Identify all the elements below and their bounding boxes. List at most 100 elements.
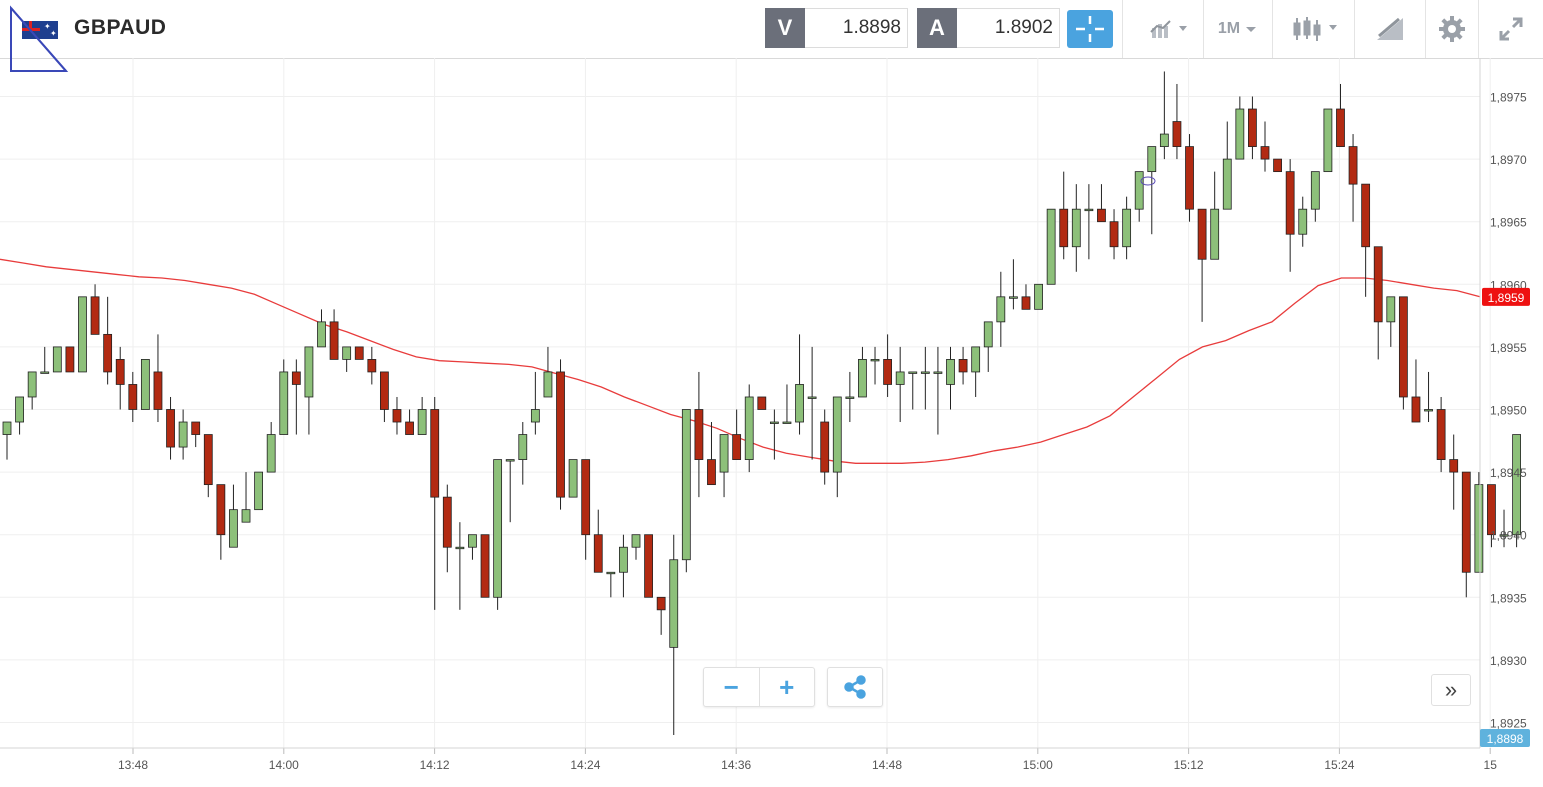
y-tick-label: 1,8950: [1490, 404, 1527, 418]
crosshair-button[interactable]: [1067, 10, 1113, 48]
candle: [103, 296, 113, 385]
candle-body-bear: [820, 421, 830, 473]
candle-body-bull: [933, 371, 943, 374]
candle-body-bear: [1109, 221, 1119, 248]
y-tick-label: 1,8925: [1490, 717, 1527, 731]
candle-body-bear: [1348, 146, 1358, 185]
candle-body-bull: [606, 571, 616, 575]
candle-body-bear: [291, 371, 301, 385]
candle-body-bull: [895, 371, 905, 385]
candle-body-bear: [1021, 296, 1031, 310]
candle-body-bull: [1386, 296, 1396, 323]
bid-label: V: [765, 8, 805, 48]
candle: [820, 409, 830, 485]
candle: [832, 396, 842, 498]
candle: [178, 409, 188, 460]
scroll-to-latest-button[interactable]: »: [1431, 674, 1471, 706]
candle-body-bull: [1122, 208, 1132, 248]
candle-body-bear: [103, 333, 113, 373]
candle: [1461, 471, 1471, 598]
candle-body-bear: [1436, 409, 1446, 460]
drawing-tools-button[interactable]: [1355, 0, 1425, 58]
candle-body-bull: [769, 421, 779, 424]
candle-body-bull: [493, 459, 503, 598]
candle: [216, 484, 226, 560]
ask-value: 1.8902: [957, 8, 1060, 48]
candle-body-bull: [1210, 208, 1220, 260]
candle: [191, 421, 201, 448]
candle-body-bull: [719, 434, 729, 473]
candle: [367, 346, 377, 385]
candle: [782, 384, 792, 424]
candle-body-bear: [1059, 208, 1069, 248]
bid-quote[interactable]: V 1.8898: [765, 8, 908, 48]
candle: [1361, 183, 1371, 297]
symbol-header[interactable]: ✦ ✦ GBPAUD: [0, 0, 300, 72]
candle-body-bear: [392, 409, 402, 423]
candle-body-bear: [757, 396, 767, 410]
candle-body-bull: [1323, 108, 1333, 173]
ma-price-tag-label: 1,8959: [1488, 291, 1525, 305]
candle: [983, 321, 993, 372]
candle-body-bull: [518, 434, 528, 460]
candle: [342, 346, 352, 372]
candle: [1084, 184, 1094, 260]
indicators-button[interactable]: [1123, 0, 1203, 58]
timeframe-selector[interactable]: 1M: [1204, 0, 1272, 58]
chart-type-button[interactable]: [1273, 0, 1353, 58]
candle: [1009, 259, 1018, 310]
symbol-name: GBPAUD: [74, 16, 167, 39]
candle-body-bull: [140, 359, 150, 410]
candle: [1512, 434, 1521, 548]
candle-body-bull: [807, 396, 817, 399]
gear-icon: [1439, 16, 1465, 42]
y-tick-label: 1,8970: [1490, 153, 1527, 167]
candle: [606, 571, 616, 598]
candle-body-bear: [115, 359, 125, 385]
zoom-in-button[interactable]: +: [758, 668, 815, 706]
fullscreen-button[interactable]: [1479, 0, 1543, 58]
candle-body-bull: [1298, 208, 1308, 235]
candle: [1336, 83, 1345, 147]
candle: [656, 596, 666, 635]
candle: [1071, 184, 1081, 272]
y-tick-label: 1,8945: [1490, 466, 1527, 480]
share-button[interactable]: [827, 667, 883, 707]
candle: [1109, 209, 1119, 260]
candle: [669, 534, 679, 736]
candle-body-bear: [153, 371, 163, 410]
double-chevron-right-icon: »: [1444, 677, 1458, 702]
candle-body-bear: [1185, 146, 1194, 210]
ma-price-tag: [1482, 287, 1530, 306]
settings-button[interactable]: [1426, 0, 1478, 58]
candle: [115, 346, 125, 410]
minus-icon: −: [723, 671, 739, 702]
candle: [933, 346, 943, 435]
crosshair-icon: [1076, 16, 1104, 42]
candle-body-bear: [1449, 459, 1459, 473]
ask-quote[interactable]: A 1.8902: [917, 8, 1060, 48]
candle-body-bear: [405, 421, 414, 435]
x-tick-label: 14:00: [269, 758, 299, 772]
candle-body-bear: [379, 371, 389, 410]
candle: [15, 396, 24, 435]
candle: [153, 334, 163, 423]
candle-body-bear: [1361, 183, 1371, 248]
candle-body-bull: [795, 384, 804, 423]
candle-body-bear: [1260, 146, 1270, 160]
candlestick-chart[interactable]: 1,89751,89701,89651,89601,89551,89501,89…: [0, 58, 1543, 782]
candle-body-bull: [1512, 434, 1521, 536]
candle: [1474, 472, 1484, 573]
candle: [379, 371, 389, 423]
candle: [1034, 283, 1043, 310]
candle: [1310, 171, 1320, 222]
candle-body-bull: [1424, 409, 1433, 412]
candle: [958, 346, 968, 385]
candle: [52, 346, 62, 373]
zoom-out-button[interactable]: −: [704, 668, 759, 706]
chart-area[interactable]: 1,8975 1,8970 1,8965 1,8960 1,8955 1,8950 1,89…: [0, 58, 1543, 782]
candle: [329, 309, 339, 360]
candle-body-bull: [1009, 296, 1018, 299]
candle-body-bear: [354, 346, 364, 360]
candle-body-bull: [455, 546, 465, 550]
